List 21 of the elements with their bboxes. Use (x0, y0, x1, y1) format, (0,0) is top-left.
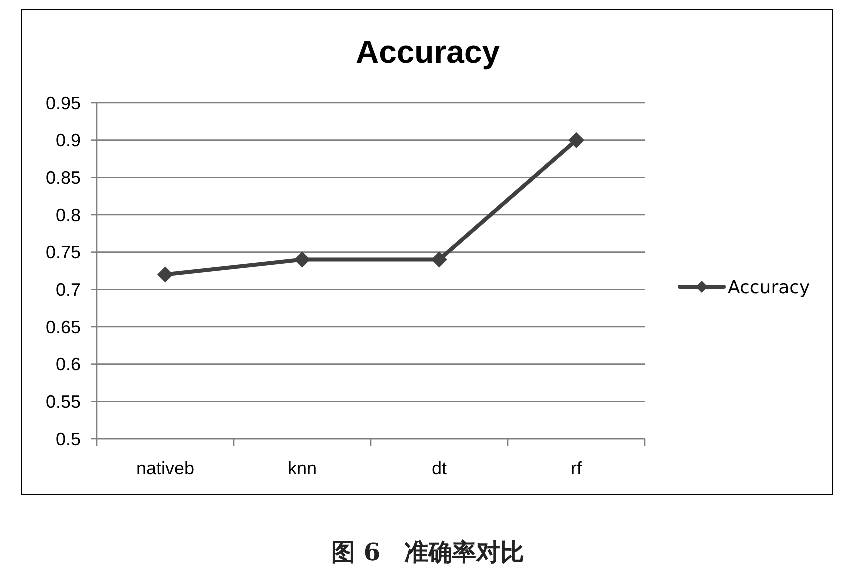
y-tick-label: 0.5 (56, 429, 81, 450)
y-tick-label: 0.55 (46, 392, 81, 412)
point (294, 252, 310, 268)
y-tick-label: 0.85 (46, 168, 81, 188)
x-tick-label: rf (571, 458, 583, 478)
y-tick-label: 0.95 (46, 93, 81, 114)
legend-label: Accuracy (728, 277, 811, 298)
y-tick-label: 0.75 (46, 242, 81, 263)
y-tick-label: 0.9 (56, 130, 81, 151)
y-tick-label: 0.65 (46, 317, 81, 338)
y-tick-label: 0.7 (56, 280, 81, 300)
point (568, 132, 584, 148)
point (432, 252, 448, 268)
x-tick-label: nativeb (136, 458, 195, 478)
y-tick-label: 0.8 (56, 205, 81, 226)
caption: 图 6 准确率对比 (331, 537, 525, 566)
chart-title: Accuracy (356, 34, 500, 70)
point (158, 266, 174, 283)
x-tick-label: knn (288, 458, 318, 478)
y-tick-label: 0.6 (56, 354, 81, 375)
x-tick-label: dt (432, 458, 448, 478)
